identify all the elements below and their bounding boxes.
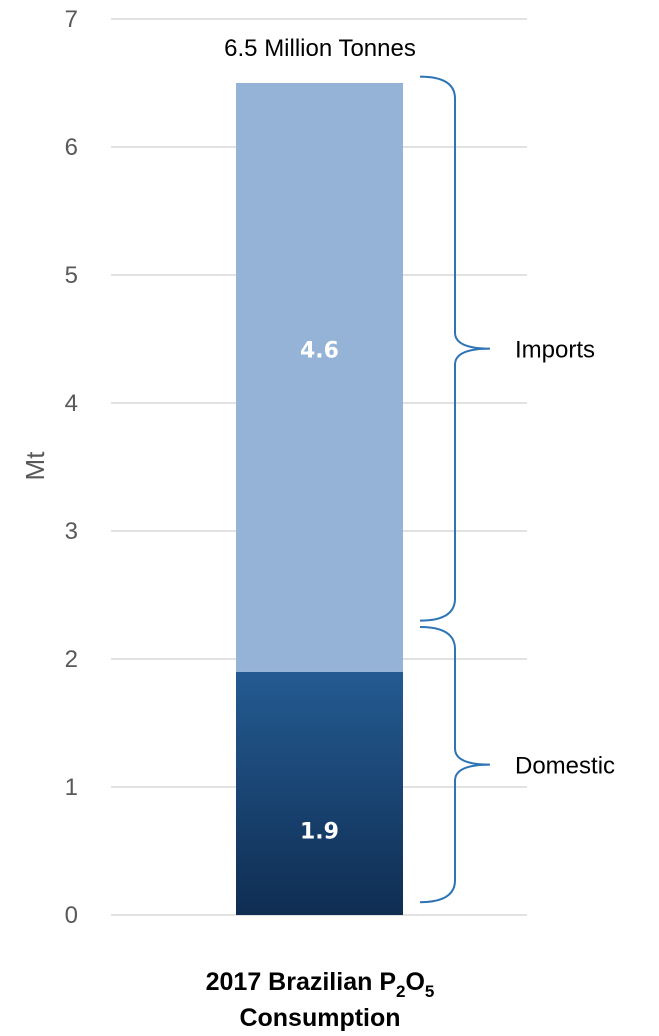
y-tick-label: 2 [65, 646, 78, 673]
data-label-domestic: 1.9 [300, 819, 339, 844]
x-title-main: 2017 Brazilian P [206, 968, 396, 996]
y-tick-label: 5 [65, 262, 78, 289]
y-axis-label: Mt [20, 451, 50, 481]
y-tick-label: 0 [65, 902, 78, 929]
y-tick-label: 7 [65, 6, 78, 33]
y-tick-label: 1 [65, 774, 78, 801]
x-title-sub1: 2 [396, 982, 405, 1001]
x-title-mid: O [405, 968, 424, 996]
x-axis-title: 2017 Brazilian P2O5 [206, 968, 435, 1001]
brace-label-domestic: Domestic [515, 753, 615, 780]
brace-label-imports: Imports [515, 337, 595, 364]
x-axis-title-line2: Consumption [239, 1004, 400, 1032]
bars: 1.9 4.6 [236, 83, 403, 915]
total-label: 6.5 Million Tonnes [224, 35, 416, 62]
data-label-imports: 4.6 [300, 338, 339, 363]
y-tick-label: 4 [65, 390, 78, 417]
brace-domestic [419, 626, 491, 904]
y-axis-ticks: 0 1 2 3 4 5 6 7 [65, 6, 78, 929]
y-tick-label: 6 [65, 134, 78, 161]
braces: Imports Domestic [419, 75, 615, 904]
bar-segment-imports [236, 83, 403, 672]
x-title-sub2: 5 [425, 982, 434, 1001]
y-tick-label: 3 [65, 518, 78, 545]
brace-imports [419, 75, 491, 622]
bar-segment-domestic [236, 671, 403, 915]
